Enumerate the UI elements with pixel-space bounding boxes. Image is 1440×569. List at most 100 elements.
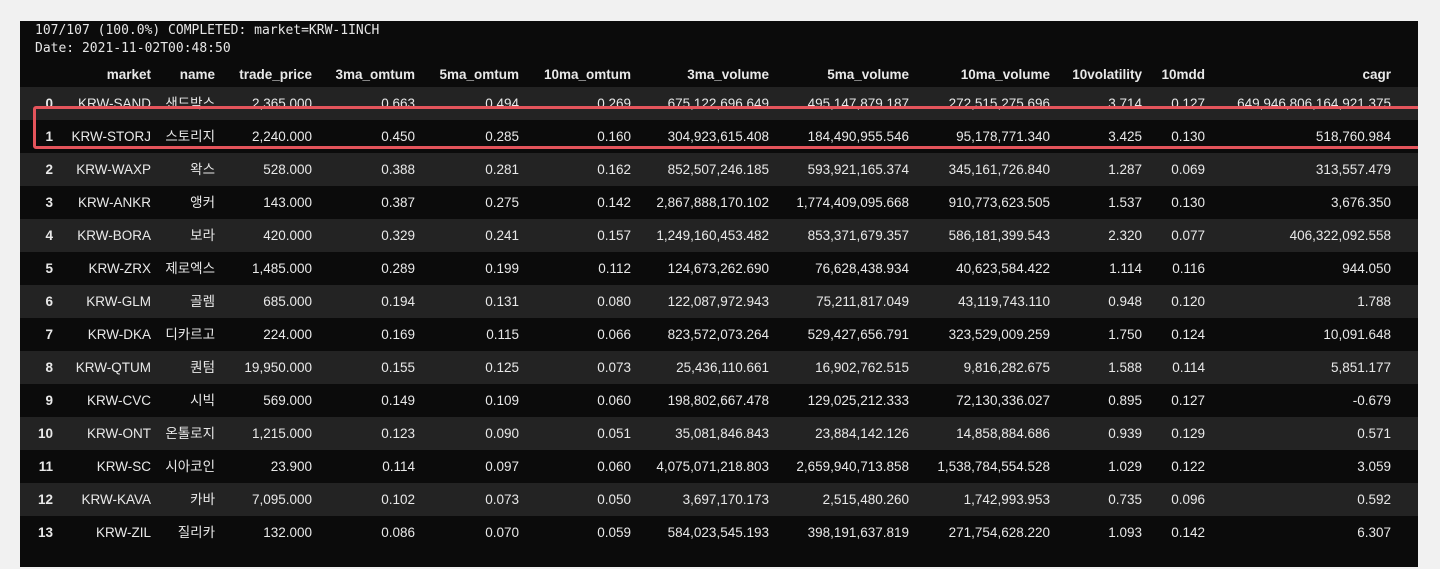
cell-name: 앵커 bbox=[190, 195, 215, 210]
cell-cagr: -0.679 bbox=[1352, 393, 1391, 408]
cell-10volatility: 2.320 bbox=[1108, 228, 1142, 243]
cell-3ma-omtum: 0.086 bbox=[381, 525, 415, 540]
cell-trade-price: 23.900 bbox=[270, 459, 312, 474]
cell-name: 시빅 bbox=[190, 393, 215, 408]
row-index: 13 bbox=[37, 525, 53, 540]
row-index: 10 bbox=[37, 426, 53, 441]
cell-10volatility: 1.287 bbox=[1108, 162, 1142, 177]
cell-10ma-volume: 95,178,771.340 bbox=[956, 129, 1050, 144]
table-row: 3 KRW-ANKR 앵커 143.000 0.387 0.275 0.142 2,867,8… bbox=[20, 186, 1418, 219]
cell-3ma-omtum: 0.450 bbox=[381, 129, 415, 144]
cell-name: 온톨로지 bbox=[165, 426, 215, 441]
header-3ma-omtum: 3ma_omtum bbox=[335, 67, 415, 82]
table-row: 5 KRW-ZRX 제로엑스 1,485.000 0.289 0.199 0.112 124,… bbox=[20, 252, 1418, 285]
cell-5ma-volume: 76,628,438.934 bbox=[815, 261, 909, 276]
cell-market: KRW-SAND bbox=[77, 96, 151, 111]
cell-10ma-omtum: 0.050 bbox=[597, 492, 631, 507]
cell-market: KRW-CVC bbox=[86, 393, 151, 408]
cell-3ma-volume: 35,081,846.843 bbox=[675, 426, 769, 441]
cell-3ma-volume: 198,802,667.478 bbox=[667, 393, 769, 408]
cell-10ma-omtum: 0.051 bbox=[597, 426, 631, 441]
cell-10ma-omtum: 0.059 bbox=[597, 525, 631, 540]
cell-3ma-omtum: 0.194 bbox=[381, 294, 415, 309]
cell-3ma-omtum: 0.388 bbox=[381, 162, 415, 177]
header-3ma-volume: 3ma_volume bbox=[687, 67, 769, 82]
cell-market: KRW-GLM bbox=[86, 294, 151, 309]
cell-cagr: 649,946,806,164,921.375 bbox=[1237, 96, 1391, 111]
cell-market: KRW-WAXP bbox=[76, 162, 151, 177]
cell-3ma-omtum: 0.102 bbox=[381, 492, 415, 507]
cell-3ma-volume: 2,867,888,170.102 bbox=[656, 195, 769, 210]
row-index: 6 bbox=[45, 294, 53, 309]
cell-trade-price: 2,365.000 bbox=[251, 96, 312, 111]
cell-10ma-volume: 43,119,743.110 bbox=[958, 294, 1050, 309]
cell-5ma-volume: 529,427,656.791 bbox=[807, 327, 909, 342]
cell-5ma-volume: 16,902,762.515 bbox=[815, 360, 909, 375]
table-header-row: market name trade_price 3ma_omtum 5ma_om… bbox=[20, 63, 1418, 87]
table-row: 6 KRW-GLM 골렘 685.000 0.194 0.131 0.080 122,087,… bbox=[20, 285, 1418, 318]
cell-trade-price: 19,950.000 bbox=[244, 360, 312, 375]
cell-trade-price: 1,485.000 bbox=[251, 261, 312, 276]
cell-name: 퀀텀 bbox=[190, 360, 215, 375]
cell-5ma-volume: 129,025,212.333 bbox=[807, 393, 909, 408]
cell-3ma-volume: 852,507,246.185 bbox=[667, 162, 769, 177]
cell-10volatility: 0.735 bbox=[1108, 492, 1142, 507]
cell-10mdd: 0.069 bbox=[1171, 162, 1205, 177]
cell-market: KRW-BORA bbox=[77, 228, 151, 243]
cell-10ma-volume: 1,538,784,554.528 bbox=[937, 459, 1050, 474]
cell-10mdd: 0.116 bbox=[1172, 261, 1205, 276]
header-10ma-omtum: 10ma_omtum bbox=[543, 67, 631, 82]
cell-10ma-omtum: 0.142 bbox=[597, 195, 631, 210]
cell-5ma-omtum: 0.494 bbox=[485, 96, 519, 111]
cell-5ma-omtum: 0.281 bbox=[485, 162, 519, 177]
cell-10mdd: 0.127 bbox=[1171, 96, 1205, 111]
cell-5ma-omtum: 0.073 bbox=[485, 492, 519, 507]
cell-10ma-volume: 345,161,726.840 bbox=[948, 162, 1050, 177]
table-row: 8 KRW-QTUM 퀀텀 19,950.000 0.155 0.125 0.073 25,4… bbox=[20, 351, 1418, 384]
cell-cagr: 0.571 bbox=[1357, 426, 1391, 441]
row-index: 11 bbox=[38, 459, 53, 474]
cell-10ma-omtum: 0.060 bbox=[597, 459, 631, 474]
header-5ma-omtum: 5ma_omtum bbox=[439, 67, 519, 82]
cell-5ma-volume: 1,774,409,095.668 bbox=[796, 195, 909, 210]
cell-10ma-volume: 72,130,336.027 bbox=[956, 393, 1050, 408]
cell-10ma-volume: 14,858,884.686 bbox=[956, 426, 1050, 441]
cell-3ma-volume: 823,572,073.264 bbox=[667, 327, 769, 342]
row-index: 5 bbox=[45, 261, 53, 276]
cell-name: 디카르고 bbox=[165, 327, 215, 342]
cell-name: 왁스 bbox=[190, 162, 215, 177]
header-name: name bbox=[179, 67, 215, 82]
table-row: 9 KRW-CVC 시빅 569.000 0.149 0.109 0.060 198,802,… bbox=[20, 384, 1418, 417]
cell-10ma-omtum: 0.162 bbox=[597, 162, 631, 177]
cell-market: KRW-STORJ bbox=[71, 129, 151, 144]
cell-3ma-volume: 3,697,170.173 bbox=[682, 492, 769, 507]
row-index: 7 bbox=[45, 327, 53, 342]
cell-3ma-omtum: 0.289 bbox=[381, 261, 415, 276]
cell-10ma-omtum: 0.080 bbox=[597, 294, 631, 309]
table-row: 11 KRW-SC 시아코인 23.900 0.114 0.097 0.060 4,075,0… bbox=[20, 450, 1418, 483]
cell-5ma-omtum: 0.090 bbox=[485, 426, 519, 441]
cell-name: 스토리지 bbox=[165, 129, 215, 144]
cell-trade-price: 224.000 bbox=[263, 327, 312, 342]
cell-5ma-volume: 593,921,165.374 bbox=[807, 162, 909, 177]
cell-10mdd: 0.127 bbox=[1171, 393, 1205, 408]
cell-10ma-volume: 9,816,282.675 bbox=[963, 360, 1050, 375]
cell-name: 시아코인 bbox=[165, 459, 215, 474]
cell-trade-price: 7,095.000 bbox=[251, 492, 312, 507]
cell-cagr: 0.592 bbox=[1357, 492, 1391, 507]
progress-log-line: 107/107 (100.0%) COMPLETED: market=KRW-1… bbox=[35, 23, 380, 38]
cell-3ma-volume: 584,023,545.193 bbox=[667, 525, 769, 540]
cell-3ma-omtum: 0.329 bbox=[381, 228, 415, 243]
table-body: 0 KRW-SAND 샌드박스 2,365.000 0.663 0.494 0.269 675… bbox=[20, 87, 1418, 549]
cell-10volatility: 0.939 bbox=[1108, 426, 1142, 441]
row-index: 2 bbox=[45, 162, 53, 177]
table-row: 2 KRW-WAXP 왁스 528.000 0.388 0.281 0.162 852,507… bbox=[20, 153, 1418, 186]
cell-3ma-volume: 1,249,160,453.482 bbox=[656, 228, 769, 243]
cell-name: 보라 bbox=[190, 228, 215, 243]
header-10volatility: 10volatility bbox=[1072, 67, 1142, 82]
cell-name: 샌드박스 bbox=[165, 96, 215, 111]
cell-10ma-omtum: 0.073 bbox=[597, 360, 631, 375]
cell-cagr: 6.307 bbox=[1357, 525, 1391, 540]
cell-market: KRW-QTUM bbox=[75, 360, 151, 375]
table-row: 0 KRW-SAND 샌드박스 2,365.000 0.663 0.494 0.269 675… bbox=[20, 87, 1418, 120]
